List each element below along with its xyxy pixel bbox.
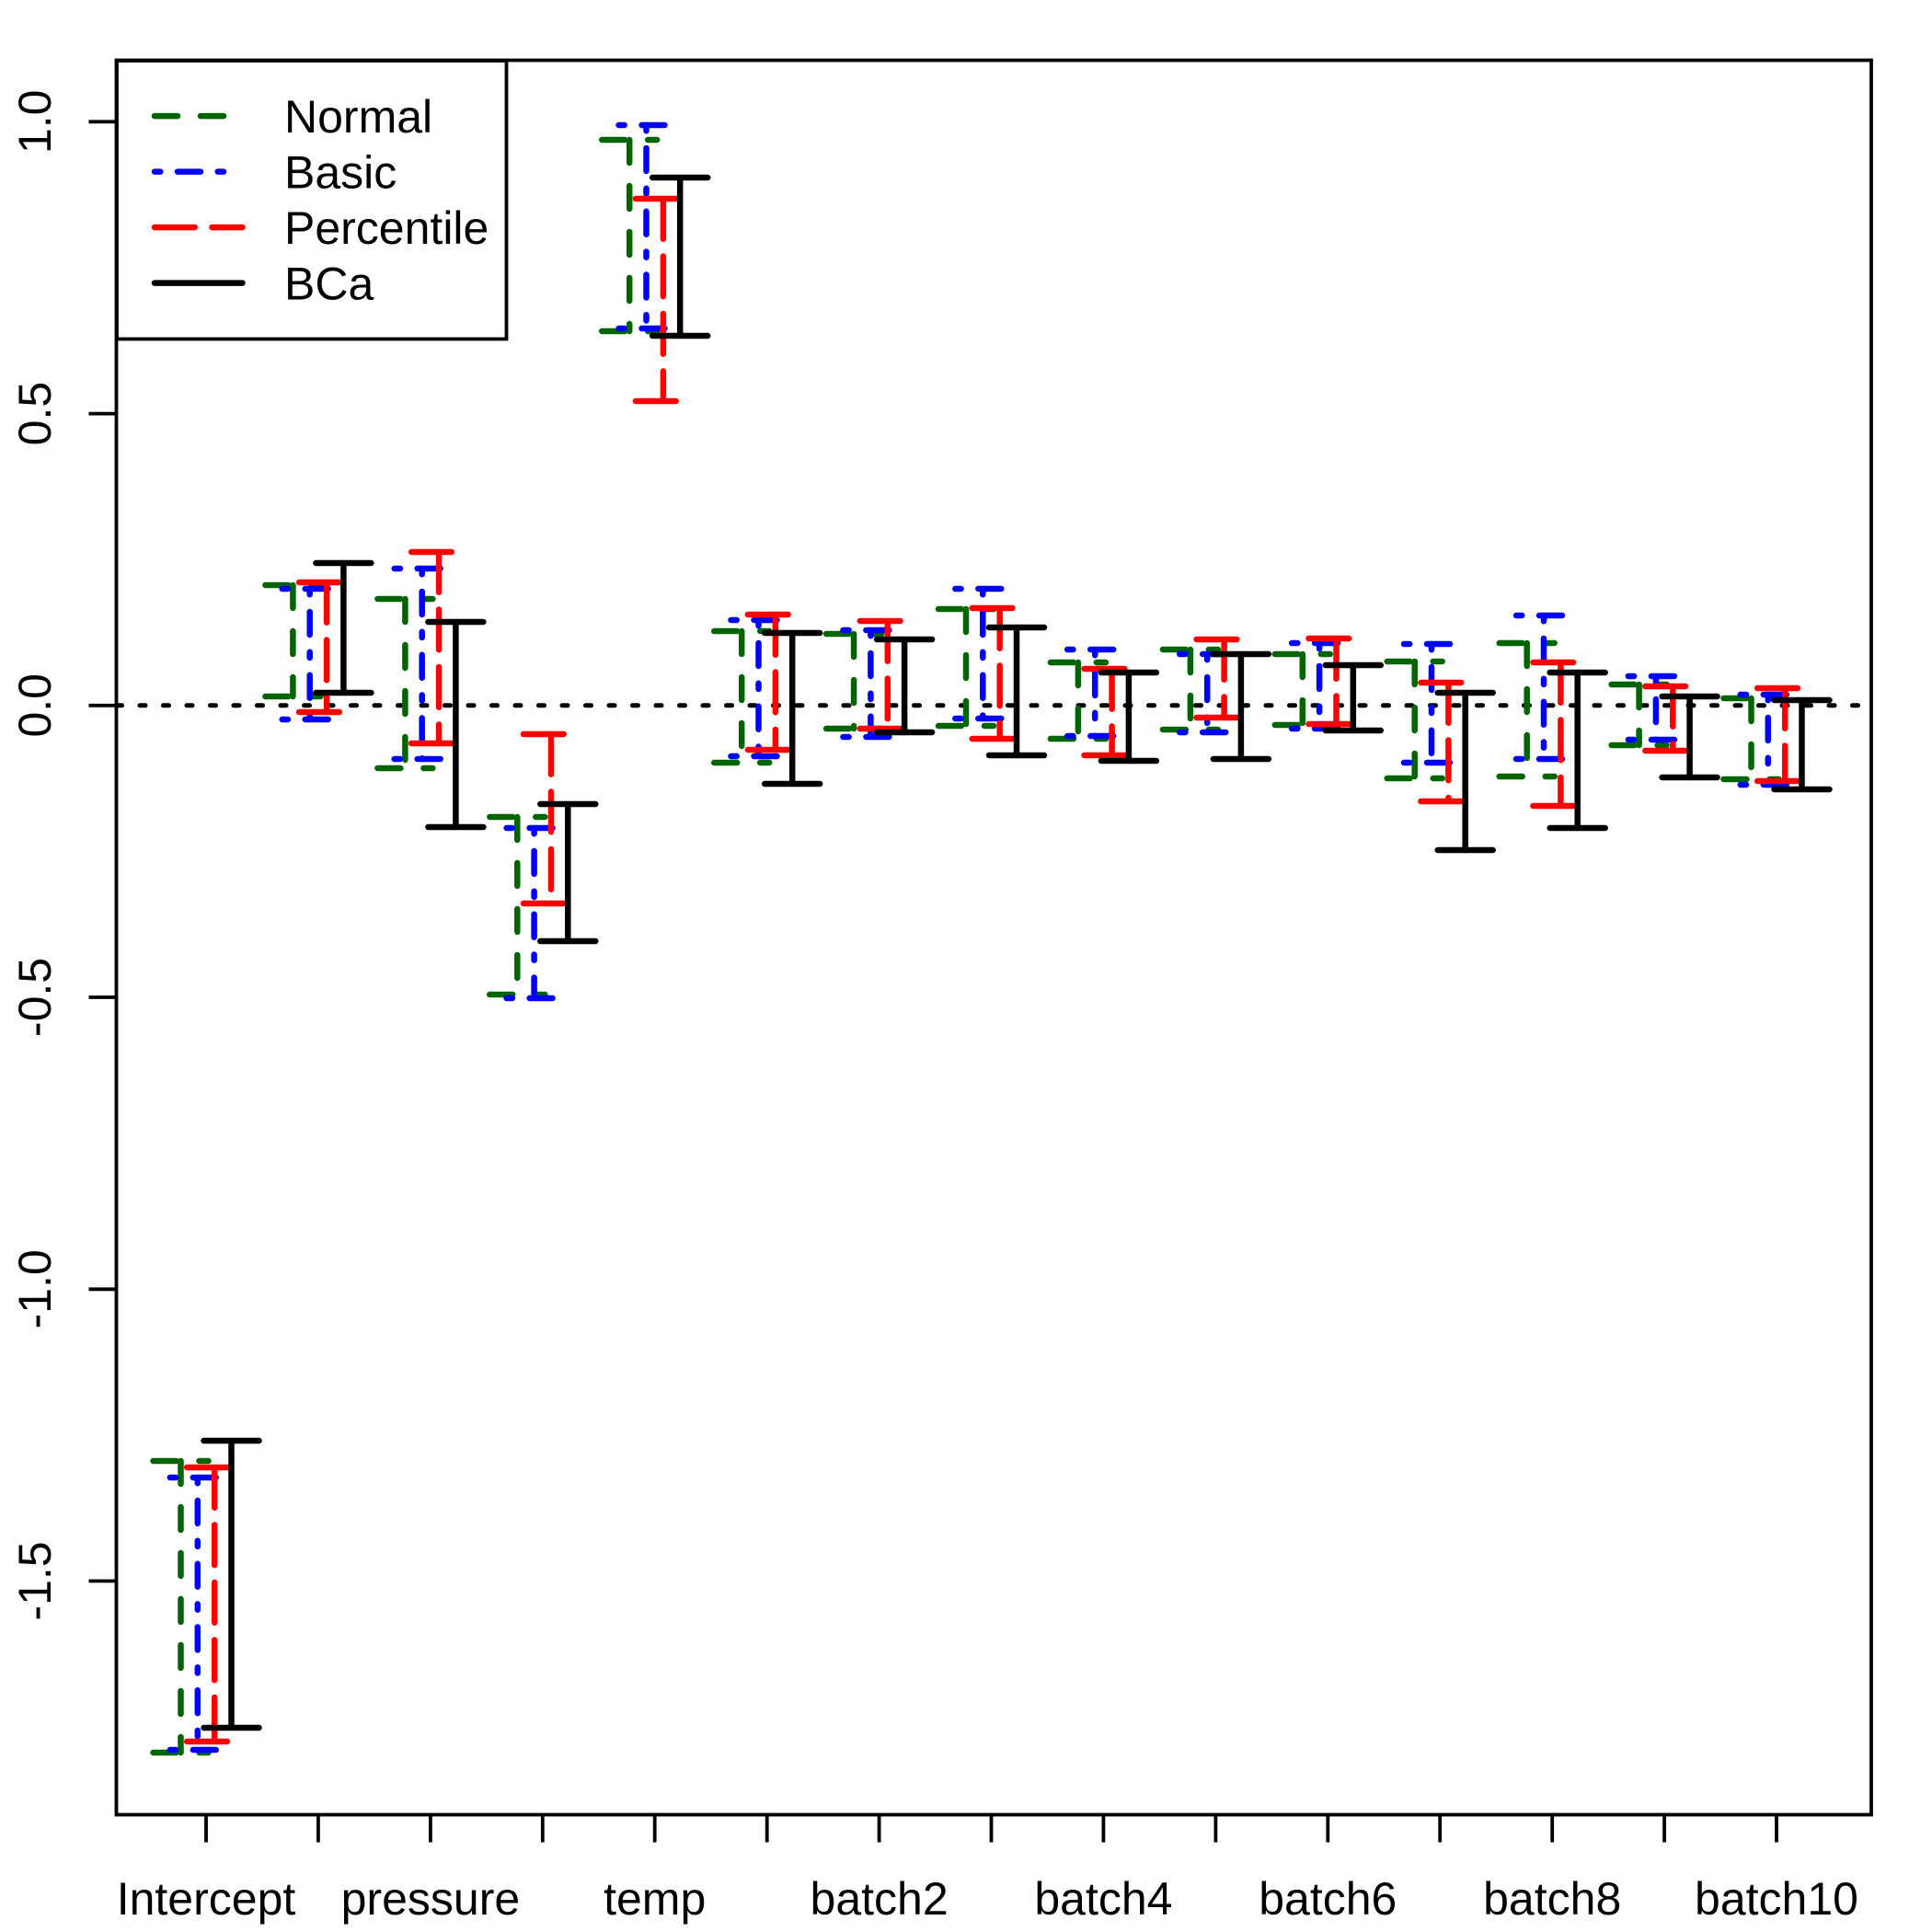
svg-text:Basic: Basic (284, 147, 397, 199)
svg-text:0.0: 0.0 (9, 673, 61, 738)
svg-text:-1.5: -1.5 (9, 1541, 61, 1620)
svg-text:Intercept: Intercept (117, 1873, 296, 1925)
svg-text:batch10: batch10 (1695, 1873, 1858, 1925)
svg-text:temp: temp (604, 1873, 706, 1925)
svg-text:batch2: batch2 (811, 1873, 949, 1925)
svg-text:BCa: BCa (284, 259, 374, 310)
svg-text:batch8: batch8 (1483, 1873, 1621, 1925)
svg-text:-1.0: -1.0 (9, 1249, 61, 1328)
svg-text:Normal: Normal (284, 91, 432, 143)
svg-text:-0.5: -0.5 (9, 958, 61, 1037)
svg-text:batch4: batch4 (1034, 1873, 1172, 1925)
svg-text:batch6: batch6 (1259, 1873, 1397, 1925)
svg-text:pressure: pressure (341, 1873, 521, 1925)
svg-text:Percentile: Percentile (284, 202, 489, 254)
svg-text:0.5: 0.5 (9, 382, 61, 446)
svg-text:1.0: 1.0 (9, 90, 61, 155)
